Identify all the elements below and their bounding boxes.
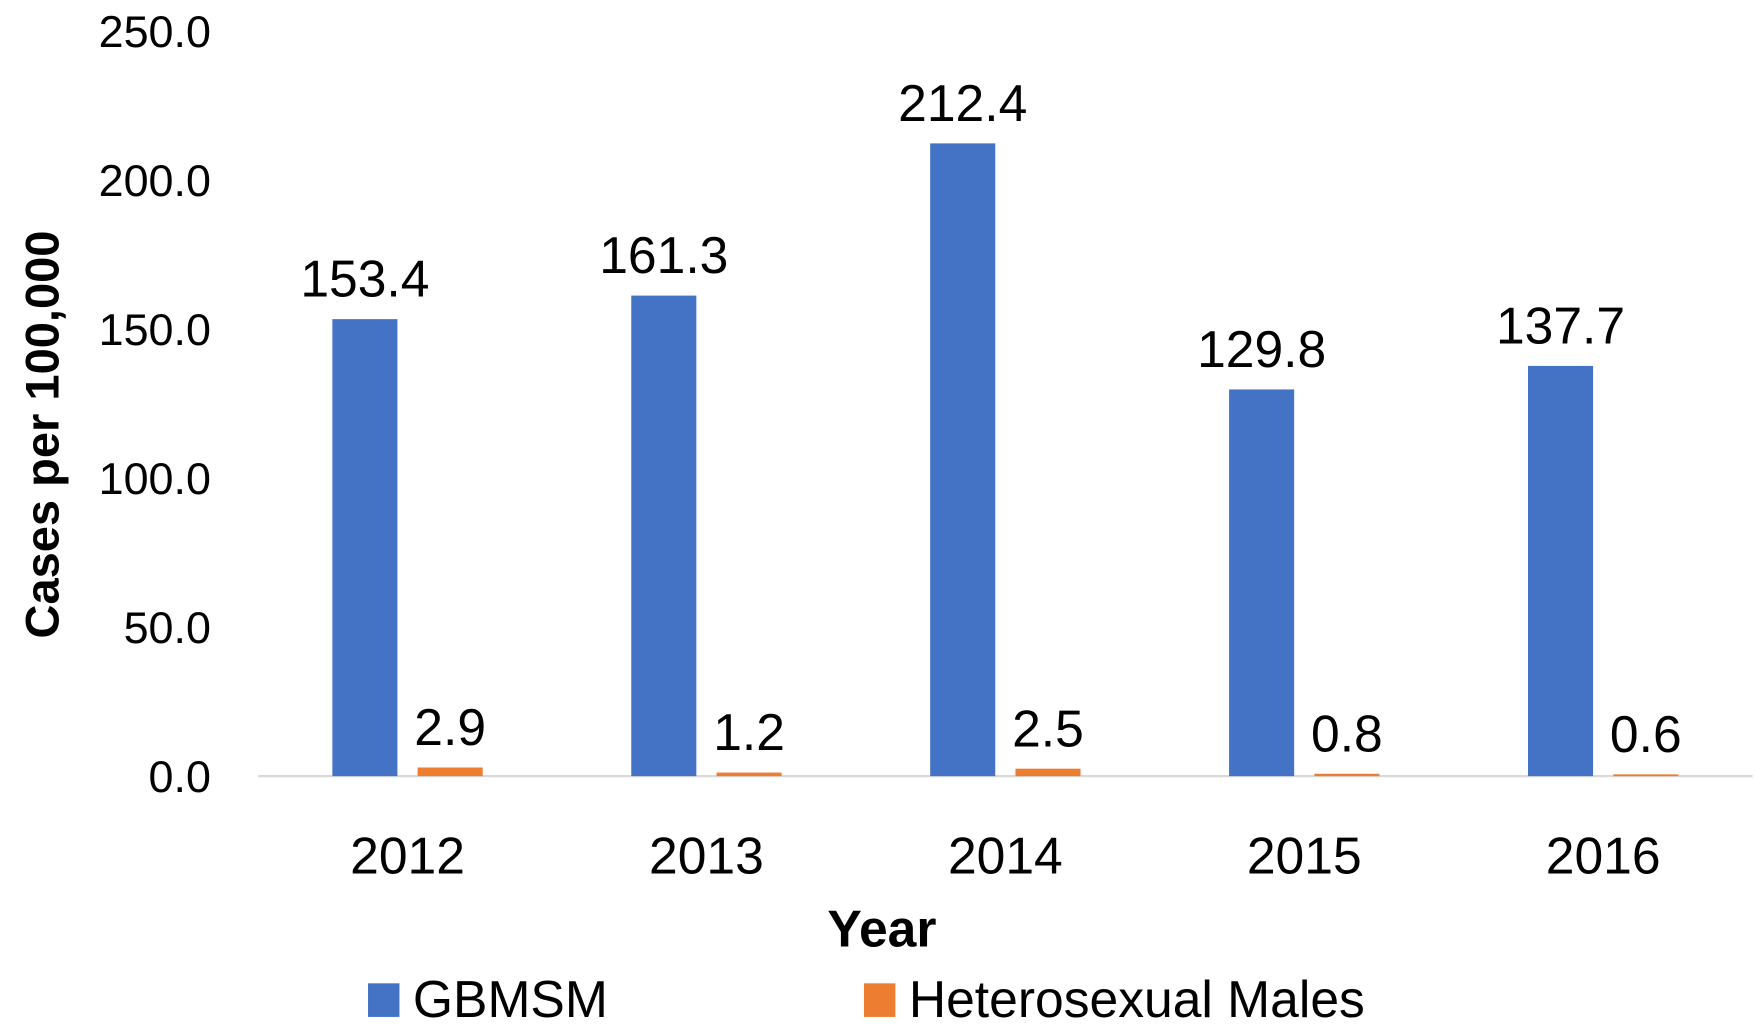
bar [1613,774,1679,777]
x-axis-title: Year [827,899,936,957]
x-tick-label: 2012 [350,827,465,885]
bar [1528,365,1594,777]
data-label: 2.9 [414,698,486,756]
bar [930,143,996,777]
data-label: 1.2 [713,703,785,761]
data-label: 137.7 [1496,297,1625,355]
bar [332,319,398,777]
y-tick-label: 0.0 [149,751,211,802]
x-tick-label: 2015 [1247,827,1362,885]
bar [1229,389,1295,777]
data-label: 153.4 [300,250,429,308]
y-tick-label: 250.0 [99,6,211,57]
x-tick-label: 2016 [1546,827,1661,885]
bar [631,295,697,777]
bar [1015,768,1081,777]
y-tick-label: 100.0 [99,453,211,504]
x-tick-label: 2014 [948,827,1063,885]
bar [716,772,782,777]
data-label: 212.4 [898,74,1027,132]
y-axis-title: Cases per 100,000 [15,231,68,639]
legend-label: GBMSM [413,970,608,1027]
data-label: 0.6 [1610,705,1682,763]
y-tick-label: 200.0 [99,155,211,206]
legend-swatch [863,983,896,1017]
data-label: 161.3 [599,226,728,284]
x-tick-label: 2013 [649,827,764,885]
y-tick-label: 50.0 [124,602,211,653]
bar [417,767,483,777]
legend-label: Heterosexual Males [909,970,1365,1027]
data-label: 129.8 [1197,320,1326,378]
y-tick-label: 150.0 [99,304,211,355]
data-label: 2.5 [1012,699,1084,757]
bar [1314,773,1380,777]
legend-swatch [368,983,400,1017]
data-label: 0.8 [1311,704,1383,762]
